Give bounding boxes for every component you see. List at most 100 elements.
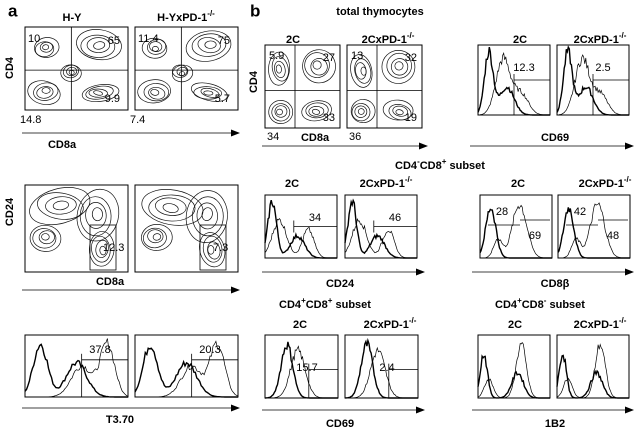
x-axis-label: CD69 [541,132,569,144]
contour [81,84,120,103]
text-part: CD4 [279,299,302,311]
contour [41,87,51,94]
sample-header: H-Y [63,12,83,24]
sample-header: 2C [513,34,527,46]
text-part: 2CxPD-1 [360,178,405,190]
contour [141,37,168,59]
arrow-head [231,404,240,412]
contour [45,196,77,215]
plot-frame [477,334,551,399]
histogram-curve [24,343,128,398]
text-part: 2CxPD-1 [574,319,619,331]
arrow-head [625,268,634,276]
contour [271,103,291,122]
contour [274,60,286,78]
quadrant-value: 75 [218,35,230,47]
contour [271,56,289,82]
text-part: subset [332,299,371,311]
contour [34,37,60,58]
contour [192,196,224,237]
contour [37,192,84,220]
quadrant-value: 7.4 [130,114,145,126]
contour [200,87,220,98]
text-part: subset [546,299,585,311]
text-part: 2CxPD-1 [579,178,624,190]
contour [275,64,282,74]
contour [203,90,214,96]
superscript: -/- [407,31,415,40]
gate-value: 12.3 [513,62,534,74]
text-part: 2CxPD-1 [574,34,619,46]
contour [27,80,61,106]
contour [311,108,320,115]
contour [34,41,55,58]
superscript: -/- [619,31,627,40]
quadrant-value: 19 [405,112,417,124]
contour [302,49,336,84]
contour [91,235,111,263]
gate-value: 15.7 [296,362,317,374]
text-part: 2C [513,34,527,46]
contour [390,58,409,76]
gate-value: 12.3 [103,242,124,254]
contour [202,235,223,263]
superscript: -/- [409,316,417,325]
superscript: -/- [207,9,215,18]
histogram-curve [479,208,552,259]
contour [88,88,108,98]
plot-frame [346,44,423,129]
sample-header: 2C [293,319,307,331]
contour [395,109,404,116]
histogram-curve [344,198,417,259]
contour [196,202,218,230]
gate-value: 34 [309,212,321,224]
x-axis-label: CD24 [326,278,355,290]
plot-frame [24,184,129,273]
plot-frame [134,334,239,398]
contour [382,99,414,121]
contour [276,108,283,116]
contour [197,37,221,54]
quadrant-value: 33 [323,112,335,124]
contour [36,86,54,99]
histogram-curve [557,207,630,259]
contour [190,82,228,102]
sample-header: 2CxPD-1-/- [574,316,627,331]
contour [29,224,62,252]
quadrant-value: 36 [349,131,361,143]
contour [305,102,329,119]
contour [29,187,91,226]
superscript: -/- [619,316,627,325]
contour [204,40,217,49]
histogram-curve [556,343,629,399]
quadrant-value: 5.9 [269,50,284,62]
quadrant-value: 65 [108,35,120,47]
section-title: CD4-CD8+ subset [395,157,485,172]
sample-header: H-YxPD-1-/- [157,9,215,24]
superscript: + [442,157,447,166]
plot-frame [479,194,553,259]
contour [142,227,167,249]
x-axis-label: T3.70 [106,414,134,426]
quadrant-value: 11.4 [138,33,159,45]
contour [310,58,328,76]
contour [388,104,412,121]
quadrant-value: 5.7 [215,93,230,105]
quadrant-value: 9.9 [105,93,120,105]
gate-box [199,224,227,271]
contour [62,64,79,79]
x-axis-label: CD8a [301,132,330,144]
text-part: 2C [511,178,525,190]
contour [143,83,170,102]
gate-box [89,224,117,271]
sample-header: 2CxPD-1-/- [364,316,417,331]
quadrant-value: 13 [351,50,363,62]
gate-value: 20.3 [199,344,220,356]
text-part: CD4 [395,160,418,172]
contour [80,34,116,58]
text-part: 2C [286,34,300,46]
contour [381,50,416,84]
contour [76,188,120,242]
histogram-curve [264,200,337,259]
